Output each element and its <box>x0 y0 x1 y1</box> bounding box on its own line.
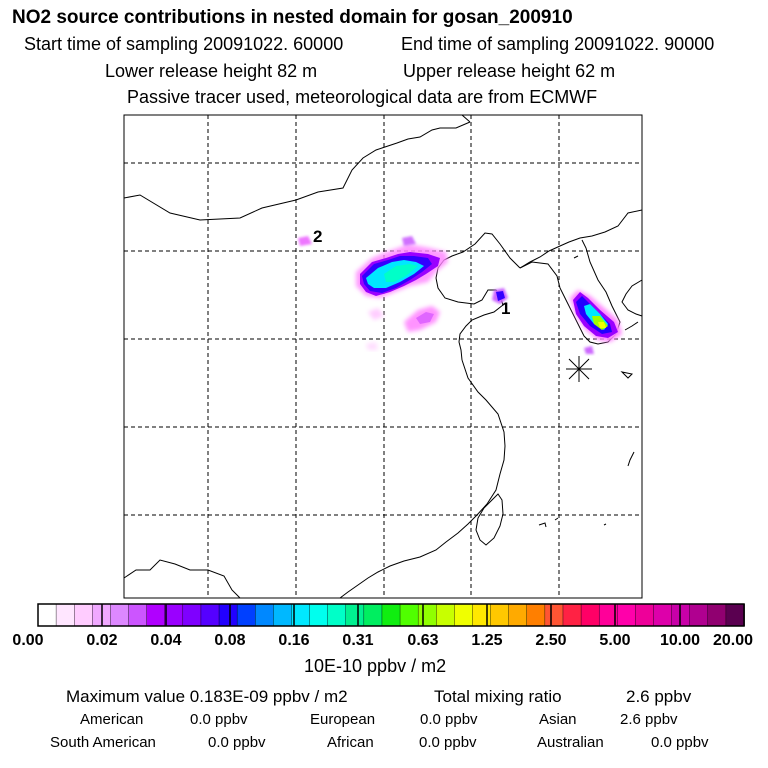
colorbar-swatch <box>146 603 166 627</box>
map-frame <box>123 114 643 599</box>
colorbar-swatch <box>436 603 456 627</box>
region-name-african: African <box>327 734 374 751</box>
colorbar-swatch <box>309 603 329 627</box>
colorbar-swatch <box>580 603 600 627</box>
colorbar-swatch <box>128 603 148 627</box>
plume-beijing <box>356 236 448 298</box>
tracer-info-label: Passive tracer used, meteorological data… <box>127 87 598 107</box>
colorbar-tick-label: 10.00 <box>659 632 701 649</box>
colorbar-swatch <box>490 603 510 627</box>
source-marker-1: 1 <box>501 299 510 318</box>
colorbar-swatch <box>327 603 347 627</box>
plume-korea <box>570 290 622 354</box>
region-value-asian: 2.6 ppbv <box>620 711 678 728</box>
colorbar-swatch <box>725 603 745 627</box>
colorbar-swatch <box>635 603 655 627</box>
colorbar-tick-label: 0.08 <box>214 632 246 649</box>
colorbar-swatch <box>454 603 474 627</box>
colorbar-swatch <box>218 603 238 627</box>
colorbar-swatch <box>55 603 75 627</box>
colorbar-swatch <box>417 603 438 627</box>
colorbar-swatch <box>273 603 293 627</box>
total-mixing-ratio-label: Total mixing ratio <box>434 687 562 706</box>
end-time-label: End time of sampling 20091022. 90000 <box>401 34 715 54</box>
region-name-south-american: South American <box>50 734 156 751</box>
colorbar-tick-label: 0.00 <box>12 632 44 649</box>
colorbar-tick-label: 2.50 <box>535 632 567 649</box>
colorbar-swatch <box>363 603 383 627</box>
maximum-value-label: Maximum value 0.183E-09 ppbv / m2 <box>66 687 348 706</box>
region-value-american: 0.0 ppbv <box>190 711 248 728</box>
colorbar-swatch <box>110 603 130 627</box>
colorbar-swatch <box>200 603 220 627</box>
plume-dalian <box>492 288 508 304</box>
receptor-star-marker <box>566 356 592 382</box>
colorbar-swatch <box>689 603 709 627</box>
colorbar-swatch <box>74 603 94 627</box>
colorbar-swatch <box>544 603 564 627</box>
colorbar-swatch <box>236 603 257 627</box>
colorbar-tick-label: 0.63 <box>407 632 439 649</box>
colorbar-tick-label: 0.31 <box>342 632 374 649</box>
colorbar-swatch <box>345 603 365 627</box>
colorbar-frame <box>37 603 745 627</box>
colorbar-swatch <box>508 603 528 627</box>
colorbar-swatch <box>653 603 673 627</box>
colorbar-unit-label: 10E-10 ppbv / m2 <box>304 656 447 676</box>
upper-release-label: Upper release height 62 m <box>403 61 616 81</box>
colorbar-tick-label: 20.00 <box>712 632 754 649</box>
colorbar-swatch <box>526 603 546 627</box>
region-value-australian: 0.0 ppbv <box>651 734 709 751</box>
colorbar-tick-label: 1.25 <box>471 632 503 649</box>
colorbar-swatch <box>399 603 419 627</box>
colorbar-tick-label: 5.00 <box>599 632 631 649</box>
colorbar-swatch <box>255 603 275 627</box>
region-name-american: American <box>80 711 144 728</box>
region-value-european: 0.0 ppbv <box>420 711 478 728</box>
map-gridlines <box>124 115 642 598</box>
colorbar-swatch <box>617 603 637 627</box>
region-value-african: 0.0 ppbv <box>419 734 477 751</box>
plume-source-2 <box>298 236 312 246</box>
colorbar-swatch <box>562 603 582 627</box>
colorbar-swatch <box>37 603 57 627</box>
colorbar-swatch <box>381 603 401 627</box>
colorbar-swatch <box>182 603 202 627</box>
lower-release-label: Lower release height 82 m <box>105 61 318 81</box>
region-name-australian: Australian <box>537 734 604 751</box>
source-marker-2: 2 <box>313 227 322 246</box>
colorbar-swatch <box>671 603 691 627</box>
total-mixing-ratio-value: 2.6 ppbv <box>626 687 692 706</box>
region-value-south-american: 0.0 ppbv <box>208 734 266 751</box>
colorbar-swatch <box>707 603 727 627</box>
plume-south-beijing <box>366 306 440 350</box>
colorbar-swatch <box>164 603 184 627</box>
colorbar-swatch <box>472 603 492 627</box>
region-name-european: European <box>310 711 376 728</box>
colorbar-tick-label: 0.04 <box>150 632 182 649</box>
start-time-label: Start time of sampling 20091022. 60000 <box>24 34 344 54</box>
colorbar-tick-label: 0.02 <box>86 632 118 649</box>
colorbar-tick-label: 0.16 <box>278 632 310 649</box>
colorbar-major-dividers <box>101 604 681 626</box>
figure-title: NO2 source contributions in nested domai… <box>12 7 573 28</box>
colorbar <box>37 603 745 627</box>
region-name-asian: Asian <box>539 711 577 728</box>
